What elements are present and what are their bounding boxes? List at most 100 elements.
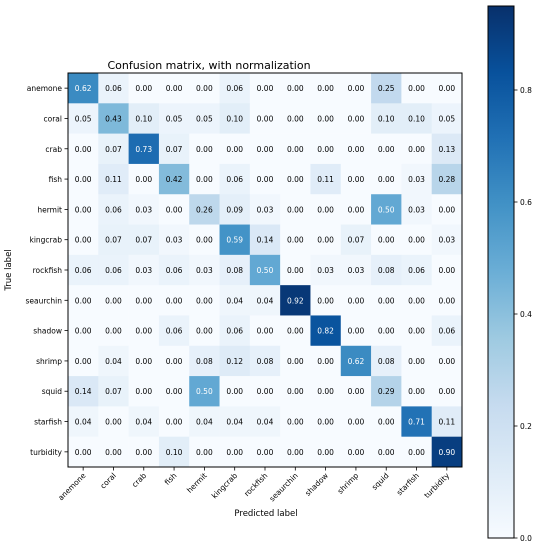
cell-value-label: 0.14 bbox=[75, 387, 92, 396]
matrix-cell bbox=[219, 194, 251, 225]
matrix-cell bbox=[340, 376, 372, 407]
matrix-cell bbox=[280, 133, 311, 165]
colorbar-ticks: 0.0 0.2 0.4 0.6 0.8 bbox=[514, 86, 532, 543]
y-tick-label: fish bbox=[49, 175, 63, 184]
y-tick-label: starfish bbox=[34, 418, 62, 427]
matrix-cell bbox=[401, 315, 432, 347]
cell-value-label: 0.03 bbox=[408, 205, 425, 214]
cell-value-label: 0.00 bbox=[317, 418, 334, 427]
matrix-cell bbox=[371, 224, 402, 256]
matrix-cell bbox=[219, 376, 251, 407]
cell-value-label: 0.00 bbox=[408, 84, 425, 93]
matrix-cell bbox=[310, 194, 342, 225]
matrix-cell bbox=[219, 224, 251, 256]
matrix-cell bbox=[158, 133, 190, 165]
matrix-cell bbox=[431, 436, 463, 468]
matrix-cell bbox=[431, 254, 463, 286]
matrix-cell bbox=[128, 194, 160, 225]
cell-value-label: 0.10 bbox=[135, 114, 152, 123]
matrix-cell bbox=[128, 224, 160, 256]
cell-value-label: 0.00 bbox=[196, 84, 213, 93]
cell-value-label: 0.00 bbox=[105, 448, 122, 457]
y-tick-label: shadow bbox=[33, 327, 62, 336]
matrix-cell bbox=[340, 103, 372, 134]
matrix-cell bbox=[371, 103, 402, 134]
matrix-cell bbox=[98, 194, 129, 225]
matrix-cell bbox=[219, 163, 251, 195]
cell-value-label: 0.00 bbox=[438, 84, 455, 93]
matrix-cell bbox=[371, 133, 402, 165]
matrix-cell bbox=[371, 163, 402, 195]
cell-value-label: 0.04 bbox=[226, 296, 243, 305]
matrix-cell bbox=[280, 436, 311, 468]
cell-value-label: 0.00 bbox=[105, 418, 122, 427]
colorbar-tick-label: 0.0 bbox=[520, 534, 532, 543]
matrix-cell bbox=[371, 73, 402, 104]
cell-value-label: 0.00 bbox=[317, 448, 334, 457]
cell-value-label: 0.00 bbox=[287, 266, 304, 275]
cell-value-label: 0.25 bbox=[378, 84, 395, 93]
matrix-cell bbox=[158, 224, 190, 256]
cell-value-label: 0.00 bbox=[287, 175, 304, 184]
cell-value-label: 0.00 bbox=[105, 327, 122, 336]
cell-value-label: 0.05 bbox=[75, 114, 92, 123]
cell-value-label: 0.04 bbox=[257, 296, 274, 305]
cell-value-label: 0.00 bbox=[348, 387, 365, 396]
matrix-cell bbox=[128, 376, 160, 407]
matrix-cell bbox=[128, 285, 160, 316]
matrix-cell bbox=[98, 345, 129, 377]
cell-value-label: 0.00 bbox=[196, 327, 213, 336]
matrix-cell bbox=[431, 103, 463, 134]
cell-value-label: 0.00 bbox=[408, 387, 425, 396]
matrix-cell bbox=[431, 133, 463, 165]
matrix-cell bbox=[158, 163, 190, 195]
matrix-cell bbox=[219, 345, 251, 377]
cell-value-label: 0.00 bbox=[135, 357, 152, 366]
matrix-cell bbox=[128, 133, 160, 165]
cell-value-label: 0.03 bbox=[166, 236, 183, 245]
matrix-cell bbox=[68, 194, 99, 225]
cell-value-label: 0.00 bbox=[196, 448, 213, 457]
cell-value-label: 0.00 bbox=[135, 327, 152, 336]
matrix-cell bbox=[68, 254, 99, 286]
matrix-cell bbox=[219, 254, 251, 286]
matrix-cell bbox=[219, 436, 251, 468]
x-axis-ticks: anemone coral crab fish hermit kingcrab rockfi… bbox=[56, 467, 452, 503]
matrix-cell bbox=[371, 345, 402, 377]
matrix-cell bbox=[98, 436, 129, 468]
cell-value-label: 0.00 bbox=[348, 296, 365, 305]
matrix-cell bbox=[280, 194, 311, 225]
cell-value-label: 0.06 bbox=[105, 205, 122, 214]
matrix-cell bbox=[401, 345, 432, 377]
matrix-cell bbox=[310, 103, 342, 134]
matrix-cell bbox=[401, 285, 432, 316]
x-tick-label: starfish bbox=[395, 471, 421, 497]
matrix-cell bbox=[98, 73, 129, 104]
matrix-cell bbox=[371, 406, 402, 437]
cell-value-label: 0.00 bbox=[75, 205, 92, 214]
matrix-cell bbox=[310, 285, 342, 316]
cell-value-label: 0.00 bbox=[378, 236, 395, 245]
cell-value-label: 0.06 bbox=[438, 327, 455, 336]
cell-value-label: 0.07 bbox=[105, 236, 122, 245]
matrix-cell bbox=[310, 345, 342, 377]
cell-value-label: 0.07 bbox=[135, 236, 152, 245]
matrix-cell bbox=[128, 406, 160, 437]
matrix-cell bbox=[340, 133, 372, 165]
matrix-cell bbox=[189, 103, 220, 134]
matrix-cell bbox=[189, 345, 220, 377]
cell-value-label: 0.00 bbox=[196, 175, 213, 184]
matrix-cell bbox=[310, 73, 342, 104]
cell-value-label: 0.10 bbox=[226, 114, 243, 123]
cell-value-label: 0.06 bbox=[166, 327, 183, 336]
cell-value-label: 0.10 bbox=[166, 448, 183, 457]
colorbar-tick-label: 0.2 bbox=[520, 422, 532, 431]
cell-value-label: 0.00 bbox=[257, 114, 274, 123]
matrix-cell bbox=[189, 194, 220, 225]
cell-value-label: 0.00 bbox=[317, 205, 334, 214]
matrix-cell bbox=[310, 224, 342, 256]
cell-value-label: 0.00 bbox=[75, 327, 92, 336]
cell-value-label: 0.12 bbox=[226, 357, 243, 366]
cell-value-label: 0.00 bbox=[317, 114, 334, 123]
cell-value-label: 0.07 bbox=[105, 387, 122, 396]
